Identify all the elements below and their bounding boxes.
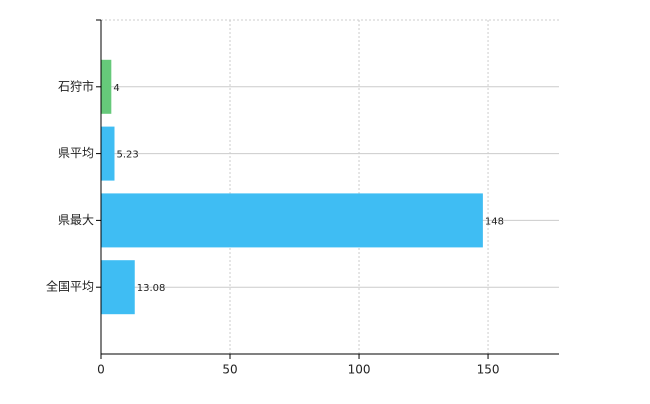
bar — [101, 260, 135, 315]
data-label: 4 — [113, 83, 119, 94]
bar — [101, 126, 115, 181]
y-tick-label: 石狩市 — [58, 78, 94, 93]
bar — [101, 59, 112, 114]
y-tick-label: 全国平均 — [46, 279, 94, 294]
x-tick-label: 0 — [97, 363, 105, 377]
y-tick-label: 県最大 — [58, 213, 94, 227]
data-label: 13.08 — [137, 283, 166, 294]
x-tick-label: 100 — [348, 363, 371, 377]
bar — [101, 193, 483, 248]
x-tick-label: 50 — [222, 363, 237, 377]
x-tick-label: 150 — [477, 363, 500, 377]
y-tick-label: 県平均 — [58, 146, 94, 160]
data-label: 5.23 — [116, 150, 138, 161]
data-label: 148 — [485, 216, 504, 227]
